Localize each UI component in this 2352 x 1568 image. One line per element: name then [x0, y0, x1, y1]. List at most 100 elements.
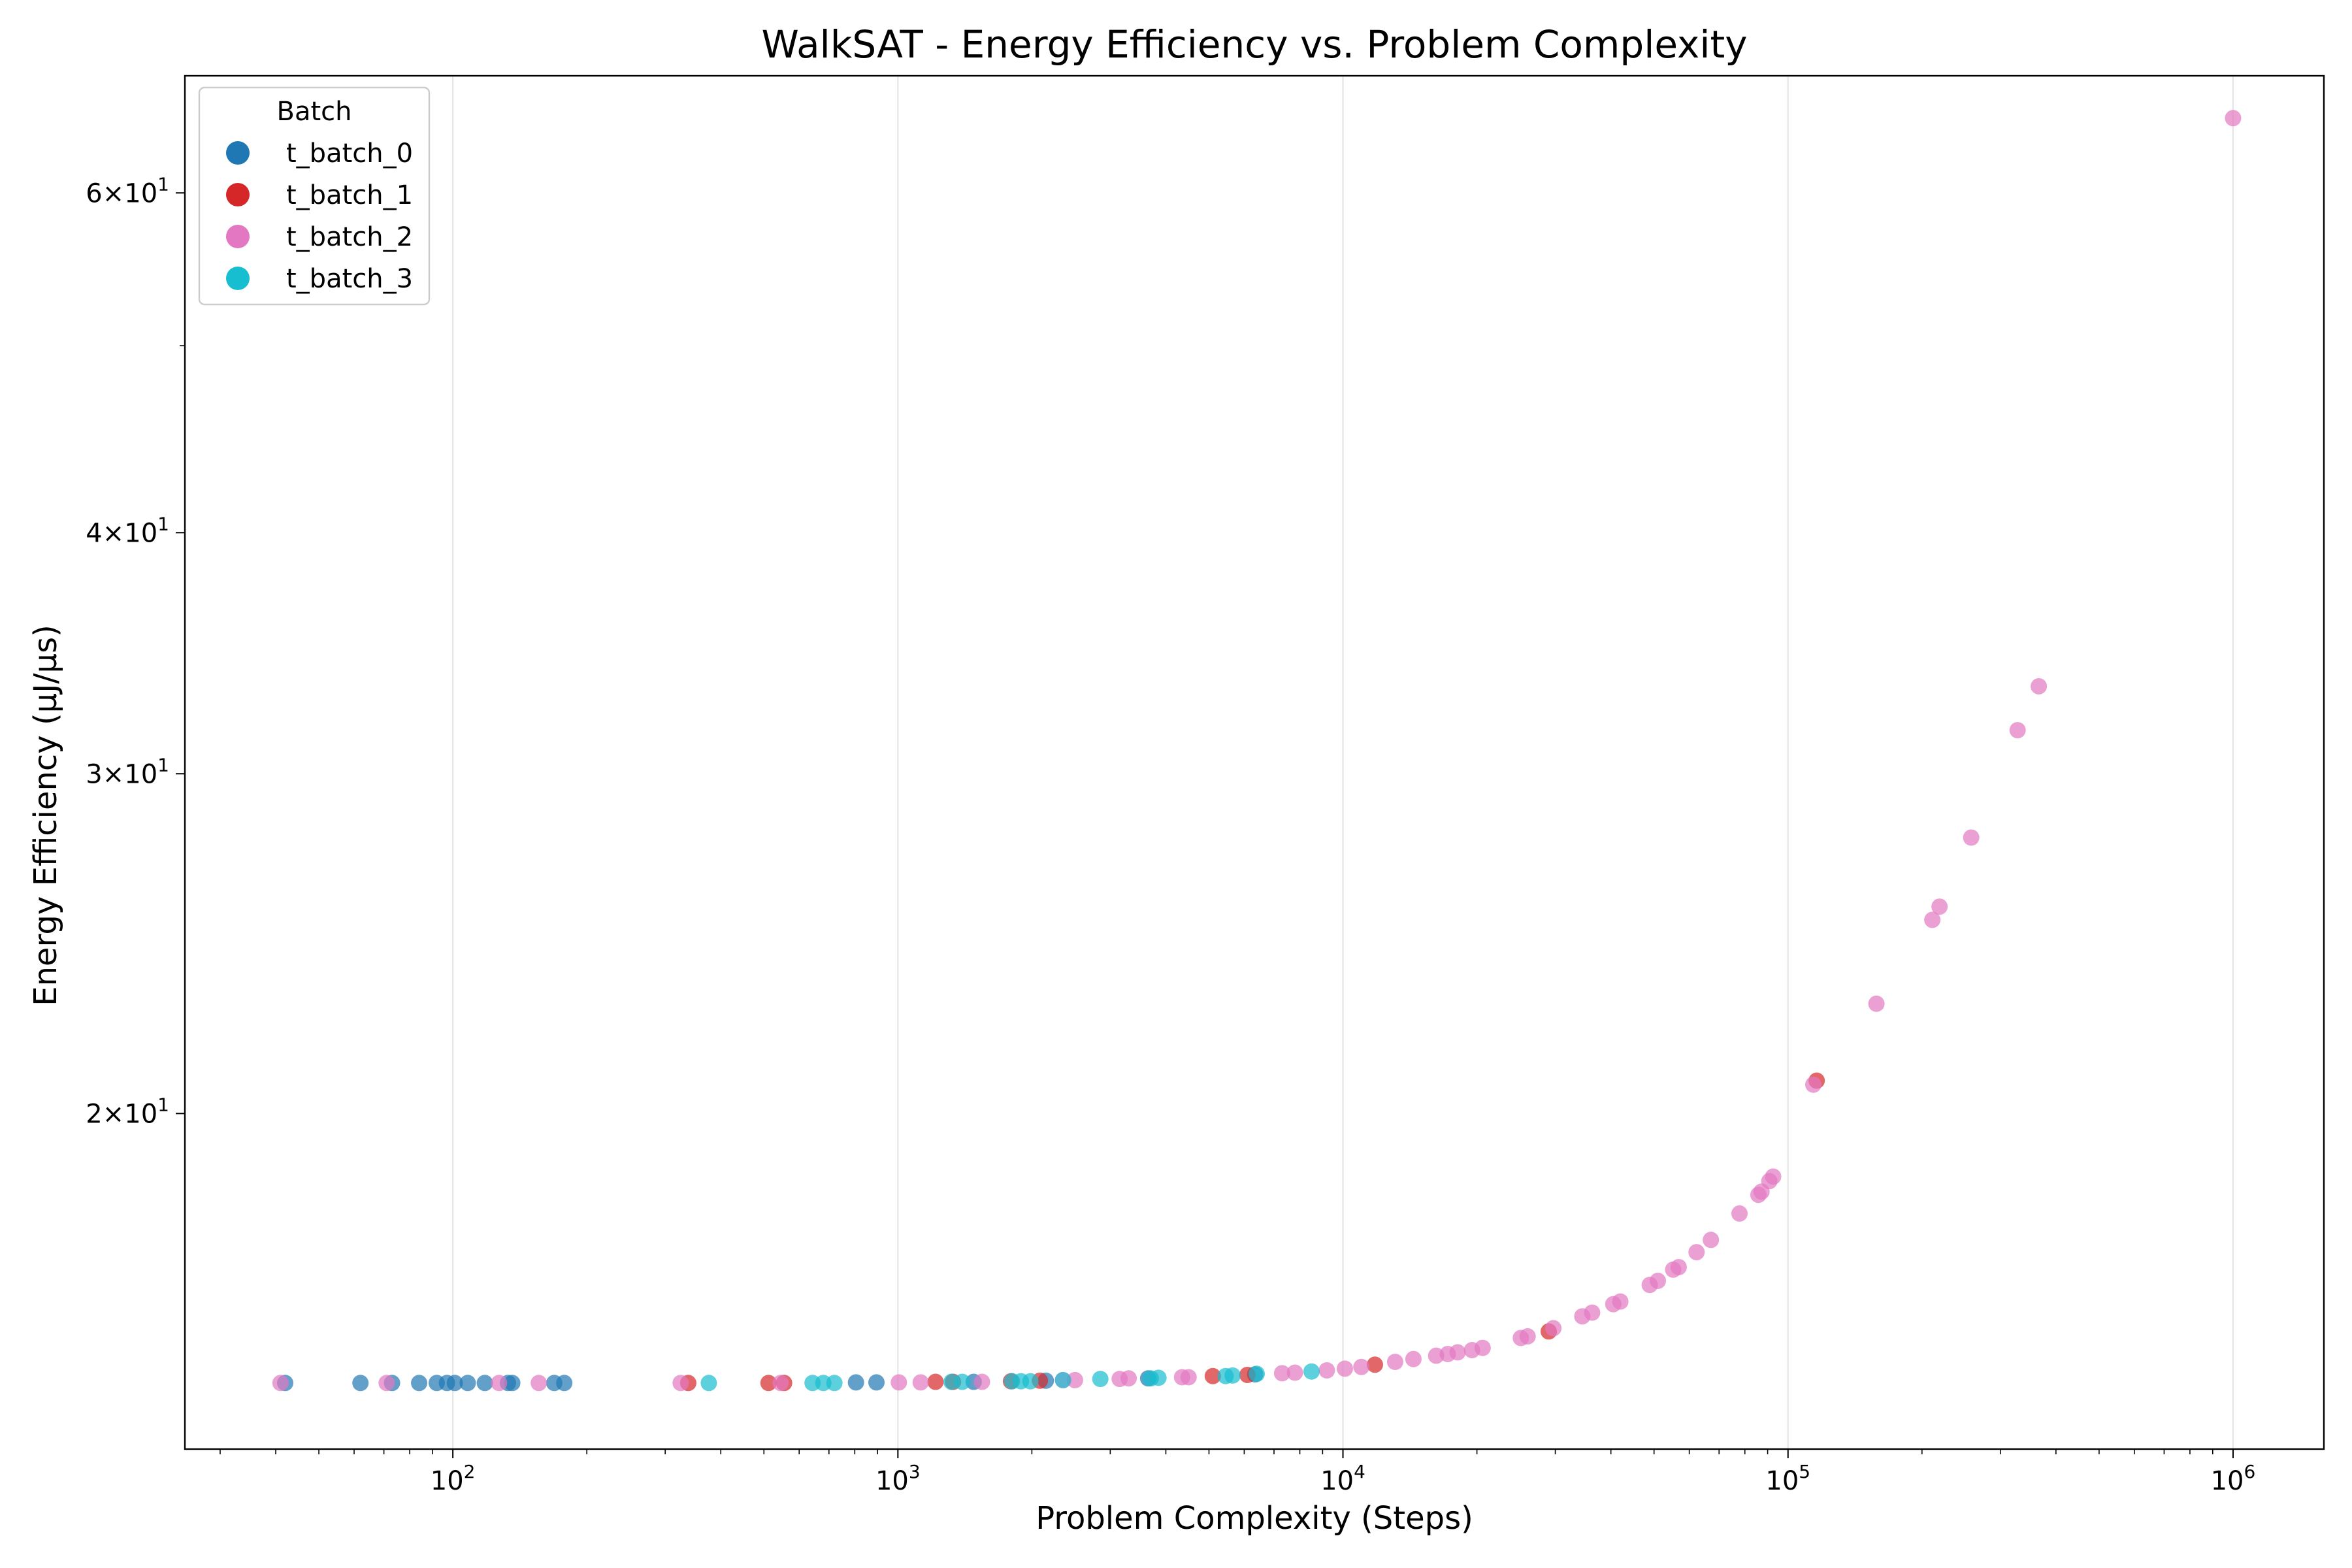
- data-point: [890, 1374, 907, 1391]
- x-tick-base: 10: [875, 1466, 909, 1496]
- data-point: [1931, 898, 1948, 915]
- data-point: [1273, 1365, 1290, 1382]
- data-point: [411, 1375, 428, 1392]
- data-point: [1703, 1232, 1720, 1249]
- x-tick-exponent: 4: [1354, 1461, 1365, 1482]
- data-point: [973, 1373, 990, 1390]
- x-tick-label: 102: [431, 1461, 476, 1496]
- data-point: [1405, 1350, 1422, 1367]
- data-point: [1474, 1339, 1491, 1356]
- legend-frame: [198, 86, 431, 306]
- points-layer: [272, 110, 2242, 1392]
- x-tick-base: 10: [1765, 1466, 1799, 1496]
- data-point: [1519, 1328, 1536, 1345]
- data-point: [1650, 1272, 1667, 1289]
- data-point: [1688, 1244, 1705, 1261]
- data-point: [1066, 1371, 1083, 1388]
- data-point: [826, 1375, 843, 1392]
- data-point: [2009, 722, 2026, 739]
- data-point: [2031, 678, 2048, 694]
- data-point: [1765, 1168, 1782, 1185]
- y-tick-exponent: 1: [157, 513, 169, 534]
- legend-items: t_batch_0 t_batch_1 t_batch_2 t_batch_3: [226, 139, 413, 294]
- y-tick-exponent: 1: [157, 754, 169, 776]
- data-point: [868, 1374, 885, 1391]
- series-t_batch_3: [700, 1363, 1320, 1392]
- x-tick-label: 105: [1765, 1461, 1810, 1496]
- data-point: [912, 1374, 929, 1391]
- data-point: [1120, 1370, 1137, 1387]
- x-tick-label: 103: [875, 1461, 921, 1496]
- legend-label: t_batch_0: [286, 139, 413, 169]
- data-point: [760, 1375, 777, 1392]
- data-point: [1303, 1363, 1320, 1380]
- y-axis-label: Energy Efficiency (μJ/μs): [27, 625, 64, 1006]
- data-point: [1336, 1360, 1353, 1377]
- data-point: [1386, 1353, 1403, 1370]
- data-point: [491, 1375, 508, 1392]
- data-point: [1584, 1304, 1601, 1321]
- legend-label: t_batch_1: [286, 180, 413, 210]
- data-point: [1353, 1358, 1370, 1375]
- grid-layer: [452, 76, 2234, 1449]
- data-point: [1150, 1369, 1167, 1386]
- x-tick-exponent: 3: [909, 1461, 921, 1482]
- y-tick-exponent: 1: [157, 1094, 169, 1115]
- data-point: [446, 1375, 463, 1392]
- y-tick-mantissa: 2×10: [86, 1099, 157, 1129]
- x-tick-label: 106: [2211, 1461, 2256, 1496]
- legend-label: t_batch_3: [286, 264, 413, 294]
- data-point: [1180, 1369, 1197, 1386]
- y-tick-mantissa: 3×10: [86, 759, 157, 789]
- data-point: [700, 1375, 717, 1392]
- data-point: [352, 1375, 369, 1392]
- data-point: [927, 1373, 944, 1390]
- data-point: [1924, 911, 1941, 928]
- y-tick-label: 4×101: [86, 513, 169, 548]
- data-point: [459, 1375, 476, 1392]
- x-tick-exponent: 6: [2244, 1461, 2255, 1482]
- y-tick-mantissa: 6×10: [86, 178, 157, 208]
- data-point: [772, 1375, 789, 1392]
- data-point: [1963, 829, 1980, 846]
- legend-marker: [226, 225, 250, 248]
- x-tick-base: 10: [431, 1466, 464, 1496]
- data-point: [556, 1375, 573, 1392]
- y-tick-label: 2×101: [86, 1094, 169, 1129]
- data-point: [378, 1375, 395, 1392]
- data-point: [1449, 1344, 1466, 1361]
- legend-marker: [226, 141, 250, 165]
- x-tick-exponent: 2: [464, 1461, 476, 1482]
- legend-marker: [226, 267, 250, 290]
- y-tick-label: 6×101: [86, 173, 169, 208]
- x-tick-base: 10: [1320, 1466, 1354, 1496]
- data-point: [847, 1374, 864, 1391]
- data-point: [2225, 110, 2242, 127]
- data-point: [1805, 1076, 1822, 1093]
- y-tick-mantissa: 4×10: [86, 518, 157, 548]
- data-point: [1367, 1356, 1384, 1373]
- data-point: [1224, 1367, 1241, 1384]
- x-axis-label: Problem Complexity (Steps): [1036, 1500, 1473, 1537]
- series-t_batch_2: [272, 110, 2242, 1392]
- legend-label: t_batch_2: [286, 222, 413, 252]
- x-tick-base: 10: [2211, 1466, 2244, 1496]
- data-point: [504, 1375, 521, 1392]
- chart-title: WalkSAT - Energy Efficiency vs. Problem …: [761, 22, 1747, 67]
- data-point: [1318, 1362, 1335, 1379]
- data-point: [1092, 1371, 1109, 1388]
- data-point: [1204, 1367, 1221, 1384]
- data-point: [1249, 1365, 1266, 1382]
- data-point: [272, 1375, 289, 1392]
- data-point: [476, 1375, 493, 1392]
- y-tick-label: 3×101: [86, 754, 169, 789]
- data-point: [1545, 1320, 1562, 1337]
- legend: Batch t_batch_0t_batch_1t_batch_2t_batch…: [198, 86, 431, 306]
- plot-frame: [184, 74, 2325, 1450]
- data-point: [1612, 1293, 1629, 1310]
- data-point: [1868, 995, 1885, 1012]
- data-point: [1022, 1373, 1039, 1390]
- data-point: [1286, 1364, 1303, 1381]
